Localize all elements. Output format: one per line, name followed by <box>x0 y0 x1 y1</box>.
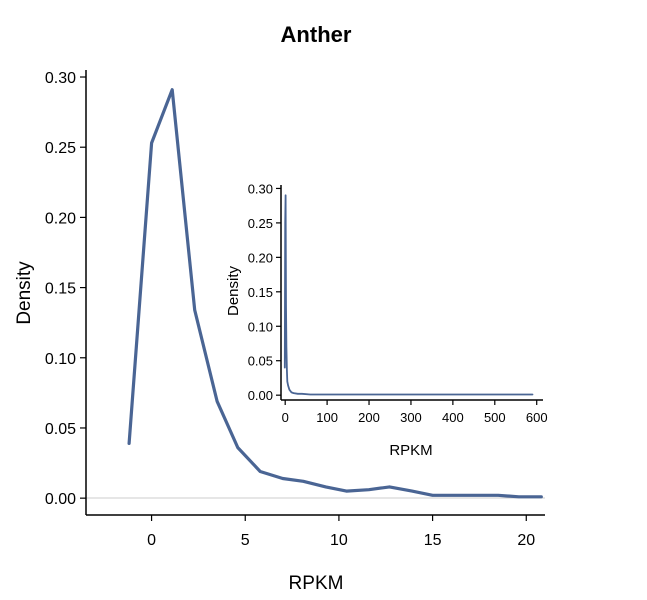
inset-chart: 0.00 0.05 0.10 0.15 0.20 0.25 0.30 0 100 200 300 4… <box>225 181 548 459</box>
y-ticks: 0.00 0.05 0.10 0.15 0.20 0.25 0.30 <box>45 70 86 508</box>
x-tick-label: 0 <box>282 410 289 425</box>
inset-y-ticks: 0.00 0.05 0.10 0.15 0.20 0.25 0.30 <box>248 181 281 403</box>
y-tick-label: 0.30 <box>248 181 273 196</box>
x-tick-label: 300 <box>400 410 422 425</box>
y-tick-label: 0.15 <box>45 281 76 298</box>
x-tick-label: 5 <box>241 532 250 549</box>
inset-x-axis-label: RPKM <box>389 442 432 459</box>
x-axis-label: RPKM <box>289 573 344 594</box>
x-tick-label: 15 <box>424 532 442 549</box>
x-tick-label: 200 <box>358 410 380 425</box>
x-tick-label: 100 <box>316 410 338 425</box>
y-tick-label: 0.05 <box>248 354 273 369</box>
y-tick-label: 0.15 <box>248 285 273 300</box>
inset-y-axis-label: Density <box>225 265 242 316</box>
x-tick-label: 20 <box>517 532 535 549</box>
main-chart: Anther 0.00 0.05 0.10 0.15 0.20 0.25 0.30 0 5 10… <box>14 22 545 594</box>
density-line <box>127 88 543 499</box>
y-tick-label: 0.25 <box>248 216 273 231</box>
y-tick-label: 0.00 <box>45 491 76 508</box>
x-ticks: 0 5 10 15 20 <box>147 515 535 549</box>
y-axis-label: Density <box>14 261 35 325</box>
y-tick-label: 0.25 <box>45 140 76 157</box>
x-tick-label: 10 <box>330 532 348 549</box>
y-tick-label: 0.05 <box>45 421 76 438</box>
x-tick-label: 0 <box>147 532 156 549</box>
inset-x-ticks: 0 100 200 300 400 500 600 <box>282 400 548 425</box>
y-tick-label: 0.00 <box>248 388 273 403</box>
y-tick-label: 0.30 <box>45 70 76 87</box>
y-tick-label: 0.20 <box>45 210 76 227</box>
x-tick-label: 500 <box>484 410 506 425</box>
y-tick-label: 0.20 <box>248 250 273 265</box>
inset-density-line <box>283 194 534 396</box>
chart-title: Anther <box>281 22 352 47</box>
x-tick-label: 400 <box>442 410 464 425</box>
y-tick-label: 0.10 <box>45 351 76 368</box>
y-tick-label: 0.10 <box>248 319 273 334</box>
x-tick-label: 600 <box>526 410 548 425</box>
